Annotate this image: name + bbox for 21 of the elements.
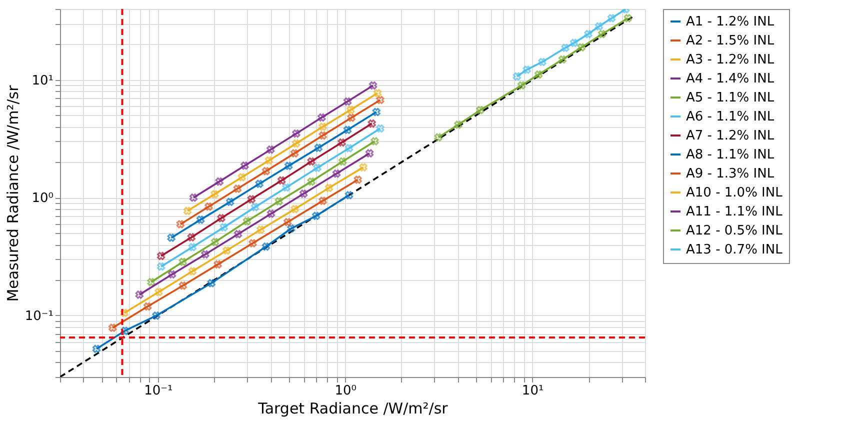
legend-label: A8 - 1.1% INL xyxy=(686,148,775,162)
x-tick-label: 10¹ xyxy=(522,384,544,398)
y-tick-label: 10¹ xyxy=(32,73,54,88)
y-tick-label: 10⁻¹ xyxy=(24,308,54,324)
x-tick-label: 10⁰ xyxy=(334,384,356,398)
legend-label: A7 - 1.2% INL xyxy=(686,128,775,144)
legend-label: A1 - 1.2% INL xyxy=(686,14,775,30)
legend-label: A13 - 0.7% INL xyxy=(686,242,784,258)
legend-label: A9 - 1.3% INL xyxy=(686,166,775,182)
legend-label: A4 - 1.4% INL xyxy=(686,72,775,86)
legend-label: A10 - 1.0% INL xyxy=(686,186,784,200)
legend-label: A6 - 1.1% INL xyxy=(686,110,775,124)
x-axis-title: Target Radiance /W/m²/sr xyxy=(257,400,449,418)
legend-label: A12 - 0.5% INL xyxy=(686,224,784,238)
legend-label: A11 - 1.1% INL xyxy=(686,204,784,220)
legend-label: A2 - 1.5% INL xyxy=(686,34,775,48)
legend-label: A5 - 1.1% INL xyxy=(686,90,775,106)
x-tick-label: 10⁻¹ xyxy=(144,384,173,398)
legend-label: A3 - 1.2% INL xyxy=(686,52,775,68)
y-axis-title: Measured Radiance /W/m²/sr xyxy=(4,84,22,302)
y-tick-label: 10⁰ xyxy=(32,191,54,206)
